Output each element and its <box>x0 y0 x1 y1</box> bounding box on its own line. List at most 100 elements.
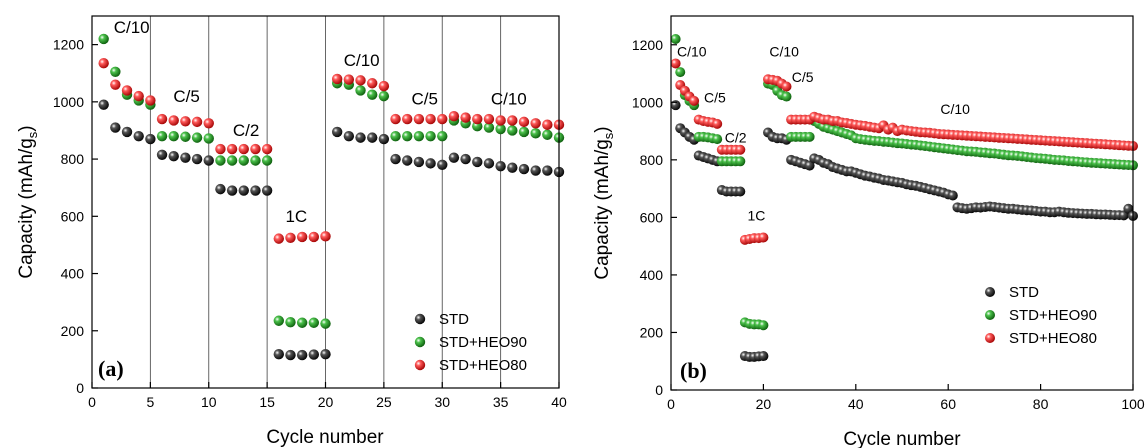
panel-a-x-axis-title: Cycle number <box>266 427 384 448</box>
panel-a-point-s2-28 <box>425 113 436 125</box>
panel-a-point-s2-1 <box>110 79 121 90</box>
panel-b-point-s1-19 <box>758 320 769 331</box>
panel-a-point-s0-12 <box>238 185 249 196</box>
panel-a-point-s1-9 <box>203 133 214 144</box>
panel-a-point-s2-33 <box>483 113 495 125</box>
panel-b-point-s2-24 <box>781 81 792 92</box>
panel-b-point-s1-9 <box>712 134 723 145</box>
panel-a-rate-label-5: C/5 <box>412 90 438 109</box>
panel-a-point-s0-16 <box>285 349 296 361</box>
panel-a-x-tick-label-10: 10 <box>201 394 217 410</box>
panel-a-point-s0-37 <box>530 165 541 176</box>
panel-a-point-s0-21 <box>343 130 355 142</box>
panel-a-point-s1-26 <box>402 130 413 142</box>
panel-a-point-s2-18 <box>308 231 320 243</box>
panel-a-point-s0-31 <box>460 153 471 165</box>
panel-a-point-s0-7 <box>180 152 191 163</box>
panel-a-point-s0-35 <box>507 162 518 173</box>
panel-a-point-s0-13 <box>250 185 261 196</box>
panel-a-rate-label-2: C/2 <box>233 121 259 140</box>
panel-a-point-s2-19 <box>320 231 331 242</box>
panel-b-y-axis-title: Capacity (mAh/gs) <box>592 126 616 279</box>
panel-b-x-axis-title: Cycle number <box>843 429 961 448</box>
panel-a-point-s1-22 <box>355 85 366 96</box>
panel-b-point-s1-29 <box>804 131 815 142</box>
panel-a-legend-label-0: STD <box>439 311 469 328</box>
panel-b-y-tick-label-400: 400 <box>640 267 664 283</box>
panel-b-point-s0-0 <box>670 100 681 111</box>
panel-b-y-tick-label-0: 0 <box>655 382 663 398</box>
panel-a-point-s1-37 <box>530 128 541 139</box>
panel-a-point-s1-34 <box>495 123 506 135</box>
panel-a-point-s0-9 <box>203 155 214 166</box>
panel-a-point-s0-10 <box>215 183 226 195</box>
panel-a-y-tick-label-400: 400 <box>61 266 85 282</box>
panel-a-y-tick-label-1200: 1200 <box>53 37 84 53</box>
panel-b-rate-label-5: C/5 <box>792 69 814 85</box>
panel-a-point-s1-25 <box>390 130 401 142</box>
panel-a-point-s1-16 <box>285 316 296 328</box>
panel-a-series-2 <box>98 58 565 244</box>
panel-a-point-s0-14 <box>261 185 273 196</box>
panel-a-point-s2-20 <box>331 73 343 85</box>
panel-a-point-s0-30 <box>448 152 460 163</box>
panel-a-point-s1-18 <box>308 317 320 328</box>
panel-a-point-s2-10 <box>215 143 226 155</box>
panel-a-point-s1-5 <box>156 130 168 142</box>
panel-b-legend-marker-0 <box>985 287 995 297</box>
panel-a-point-s2-13 <box>250 143 261 155</box>
panel-a-y-axis-title-end: ) <box>16 125 37 131</box>
panel-a-point-s2-5 <box>156 113 168 125</box>
panel-a-point-s0-6 <box>168 151 179 162</box>
panel-a-point-s2-12 <box>238 143 249 155</box>
panel-a-point-s1-19 <box>320 318 331 329</box>
panel-a-point-s0-29 <box>437 159 448 170</box>
panel-a-point-s2-16 <box>285 232 296 243</box>
panel-a-point-s1-0 <box>98 33 109 45</box>
panel-a-marks: C/10 C/5 C/2 1C C/10 C/5 C/10 <box>98 16 565 388</box>
panel-a-point-s0-25 <box>390 153 401 165</box>
panel-a-point-s2-29 <box>437 113 448 125</box>
panel-a-point-s2-27 <box>413 113 425 125</box>
panel-a-rate-label-0: C/10 <box>114 18 150 37</box>
panel-a-point-s0-34 <box>495 161 506 172</box>
panel-a-y-tick-label-200: 200 <box>61 323 85 339</box>
panel-a-point-s1-14 <box>261 155 273 166</box>
panel-a-point-s0-27 <box>413 156 425 168</box>
panel-a-y-tick-label-0: 0 <box>76 380 84 396</box>
panel-a-point-s0-15 <box>273 349 284 360</box>
panel-b-point-s2-0 <box>670 58 681 69</box>
panel-b-legend-label-0: STD <box>1009 284 1039 301</box>
panel-a-y-axis-title: Capacity (mAh/gs) <box>16 125 40 278</box>
panel-b-rate-label-1: C/5 <box>704 89 726 105</box>
panel-a-legend-marker-2 <box>414 359 426 371</box>
panel-b-y-tick-label-1000: 1000 <box>632 94 663 110</box>
panel-b-frame <box>670 15 1134 391</box>
panel-a-point-s2-36 <box>518 116 530 128</box>
panel-a-point-s2-7 <box>180 116 191 127</box>
panel-a-point-s2-32 <box>472 113 483 125</box>
panel-a-legend: STD STD+HEO90 STD+HEO80 <box>414 311 527 374</box>
panel-a-point-s1-24 <box>378 90 390 102</box>
panel-a-y-axis-title-sub: s <box>25 131 40 138</box>
panel-a-point-s2-21 <box>343 74 355 85</box>
panel-a-point-s1-35 <box>507 125 518 136</box>
panel-a-point-s1-10 <box>215 155 226 166</box>
panel-a-point-s2-2 <box>121 85 133 96</box>
panel-a-point-s2-26 <box>402 113 413 125</box>
panel-a-point-s1-29 <box>437 130 448 142</box>
panel-b-x-tick-label-80: 80 <box>1033 396 1049 412</box>
panel-a-point-s0-36 <box>518 163 530 175</box>
panel-b-x-tick-label-100: 100 <box>1121 396 1145 412</box>
panel-a-point-s1-32 <box>472 120 483 132</box>
panel-b-point-s0-60 <box>947 190 958 201</box>
panel-a-point-s2-4 <box>145 95 156 106</box>
panel-a-point-s2-23 <box>367 78 378 89</box>
panel-a-point-s0-22 <box>355 132 366 143</box>
panel-b-marks: C/10 C/5 C/2 1C C/10 C/5 C/10 <box>670 34 1138 362</box>
panel-b-rate-label-4: C/10 <box>769 43 799 59</box>
panel-b-point-s2-14 <box>735 144 746 155</box>
panel-a-y-tick-label-1000: 1000 <box>53 94 84 110</box>
panel-a-x-tick-label-25: 25 <box>376 394 392 410</box>
panel-b-label: (b) <box>680 358 707 383</box>
